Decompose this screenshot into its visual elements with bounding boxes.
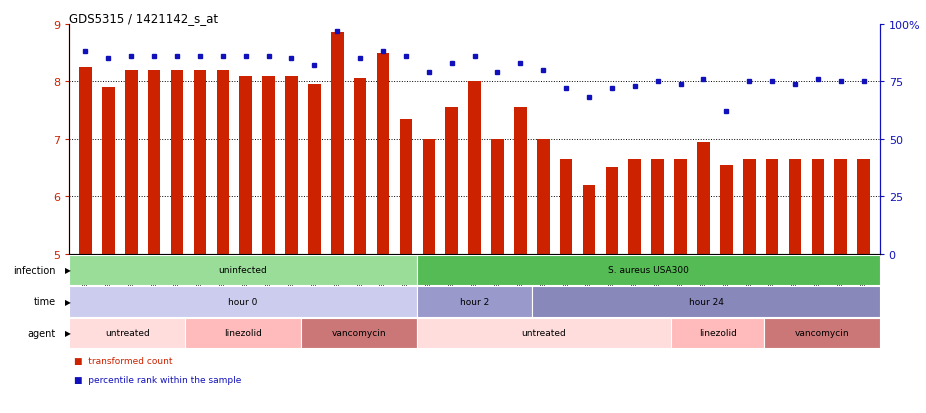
Text: vancomycin: vancomycin [332,329,386,337]
Bar [170,71,183,254]
Bar [789,159,801,254]
Bar [217,71,229,254]
Text: hour 0: hour 0 [229,297,257,306]
Text: time: time [33,297,56,307]
Bar [532,287,880,317]
Bar [308,85,320,254]
Bar [102,88,115,254]
Bar [651,159,664,254]
Bar [194,71,206,254]
Bar [125,71,138,254]
Bar [80,68,92,254]
Bar [514,108,527,254]
Text: ■  percentile rank within the sample: ■ percentile rank within the sample [74,375,242,384]
Bar [417,287,532,317]
Text: agent: agent [27,328,56,338]
Text: linezolid: linezolid [699,329,736,337]
Text: ▶: ▶ [65,329,70,337]
Bar [148,71,160,254]
Bar [331,33,344,254]
Bar [422,140,435,254]
Bar [185,318,301,348]
Bar [766,159,779,254]
Bar [720,165,732,254]
Text: GDS5315 / 1421142_s_at: GDS5315 / 1421142_s_at [69,12,219,25]
Bar [764,318,880,348]
Bar [811,159,824,254]
Text: vancomycin: vancomycin [795,329,849,337]
Bar [629,159,641,254]
Bar [606,168,619,254]
Bar [560,159,572,254]
Bar [417,318,671,348]
Bar [240,76,252,254]
Text: uninfected: uninfected [219,266,268,275]
Text: linezolid: linezolid [224,329,262,337]
Bar [743,159,756,254]
Bar [417,255,880,285]
Bar [834,159,847,254]
Bar [285,76,298,254]
Bar [354,79,367,254]
Bar [582,185,595,254]
Bar [491,140,504,254]
Bar [301,318,417,348]
Text: ■  transformed count: ■ transformed count [74,356,172,366]
Bar [445,108,458,254]
Bar [469,82,481,254]
Text: ▶: ▶ [65,297,70,306]
Bar [537,140,549,254]
Bar [400,119,412,254]
Text: infection: infection [13,265,56,275]
Bar [674,159,687,254]
Bar [69,255,417,285]
Bar [671,318,764,348]
Bar [377,53,389,254]
Bar [69,287,417,317]
Bar [262,76,275,254]
Text: untreated: untreated [521,329,567,337]
Text: untreated: untreated [105,329,150,337]
Text: hour 2: hour 2 [460,297,489,306]
Bar [857,159,870,254]
Bar [69,318,185,348]
Bar [697,142,709,254]
Text: hour 24: hour 24 [689,297,723,306]
Text: S. aureus USA300: S. aureus USA300 [607,266,689,275]
Text: ▶: ▶ [65,266,70,275]
